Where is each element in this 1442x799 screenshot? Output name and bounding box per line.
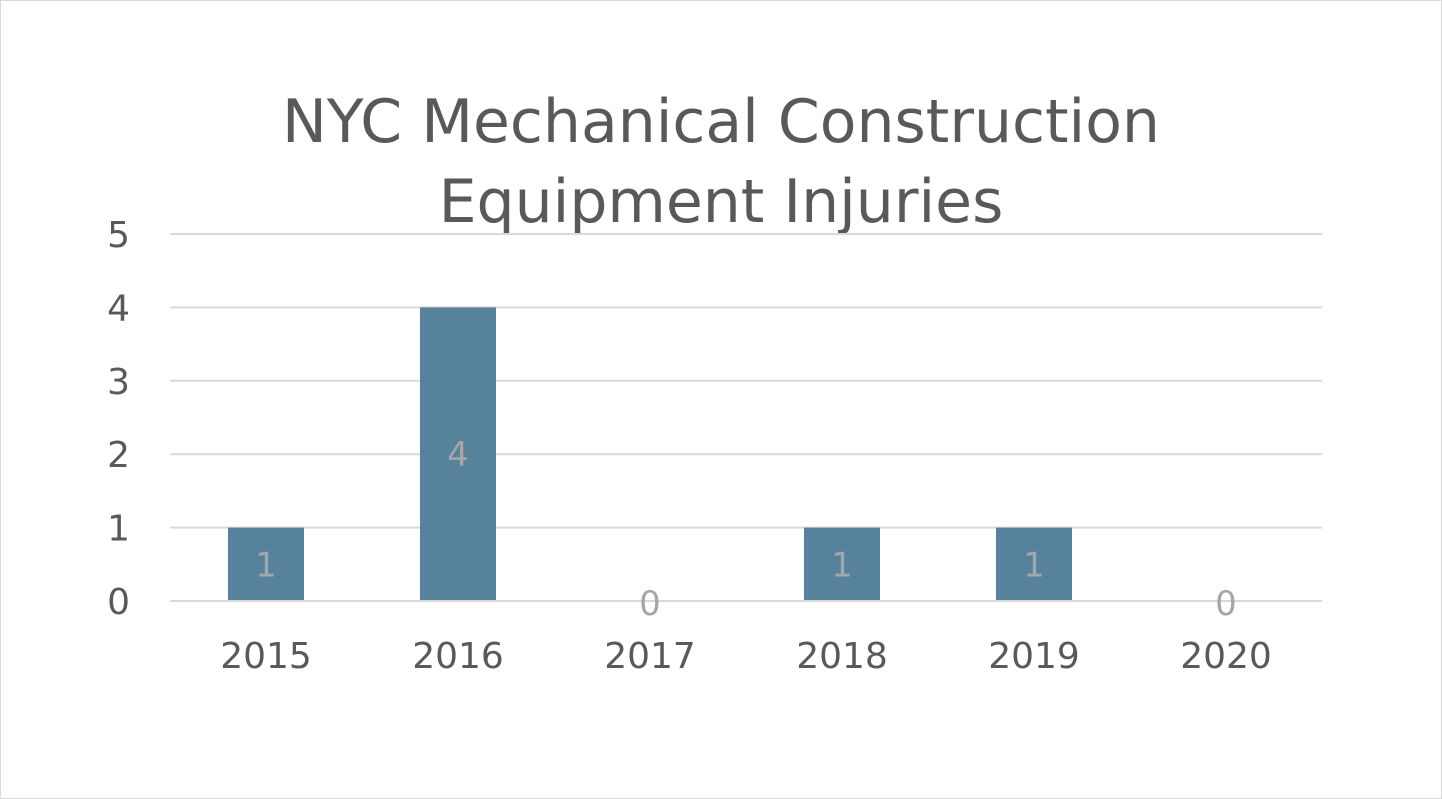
- x-tick-label: 2015: [220, 636, 312, 677]
- gridlines: [170, 233, 1322, 529]
- x-tick-label: 2018: [796, 636, 888, 677]
- data-label-2017: 0: [639, 584, 661, 624]
- bar-2018: [804, 527, 880, 601]
- bars: [228, 307, 1072, 601]
- x-tick-label: 2016: [412, 636, 504, 677]
- y-tick-label: 1: [107, 509, 130, 550]
- bar-2019: [996, 527, 1072, 601]
- y-tick-label: 3: [107, 362, 130, 403]
- x-tick-label: 2017: [604, 636, 696, 677]
- x-tick-label: 2020: [1180, 636, 1272, 677]
- data-label-2018: 1: [831, 545, 853, 585]
- labels: 0 1 2 3 4 5 1 2015 4 2016 0 2017 1 2018 1 2019 0 2020: [107, 215, 1272, 677]
- y-tick-label: 4: [107, 288, 130, 329]
- y-tick-label: 0: [107, 582, 130, 623]
- y-tick-label: 5: [107, 215, 130, 256]
- data-label-2015: 1: [255, 545, 277, 585]
- y-tick-label: 2: [107, 435, 130, 476]
- x-tick-label: 2019: [988, 636, 1080, 677]
- data-label-2016: 4: [447, 435, 469, 475]
- data-label-2019: 1: [1023, 545, 1045, 585]
- bar-2015: [228, 527, 304, 601]
- bar-2016: [420, 307, 496, 601]
- chart-title: NYC Mechanical Construction Equipment In…: [282, 87, 1160, 237]
- data-label-2020: 0: [1215, 584, 1237, 624]
